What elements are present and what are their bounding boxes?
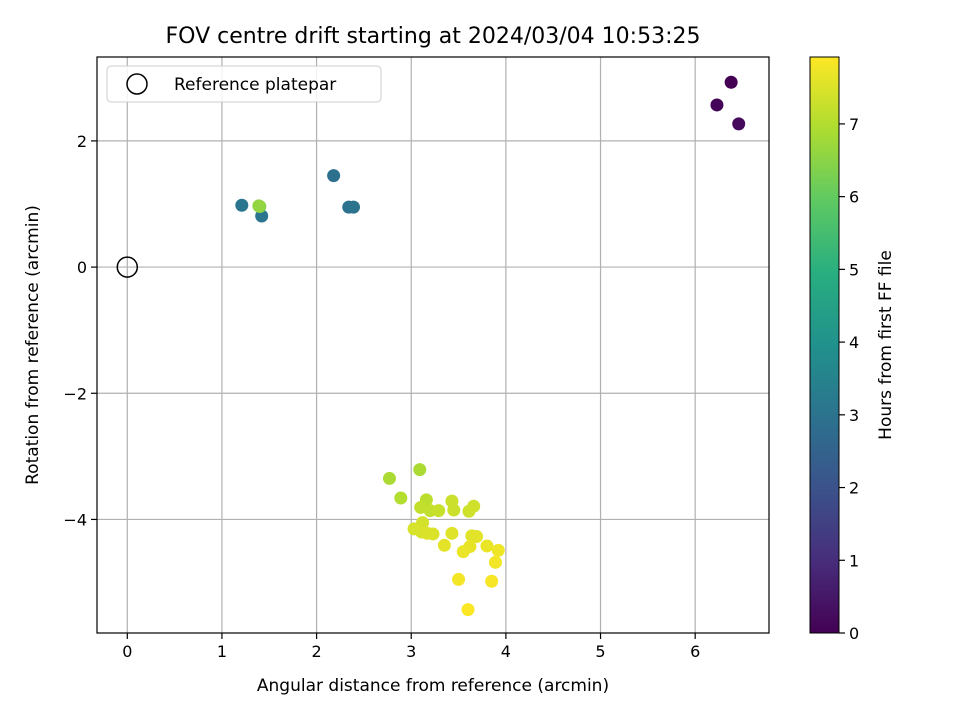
colorbar-label: Hours from first FF file — [876, 250, 896, 440]
data-point — [252, 199, 266, 213]
colorbar-tick-label: 7 — [849, 115, 859, 134]
axis-ticks: 0 1 2 3 4 5 6 −4 −2 0 2 — [63, 132, 700, 661]
y-tick-label: −4 — [63, 510, 87, 529]
data-point — [447, 503, 461, 517]
grid — [97, 57, 769, 633]
y-tick-label: −2 — [63, 384, 87, 403]
plot-frame — [96, 56, 770, 634]
colorbar-gradient — [809, 56, 840, 634]
data-point — [467, 499, 481, 513]
data-point — [488, 555, 502, 569]
legend-box — [106, 65, 382, 103]
data-point — [413, 463, 427, 477]
data-point — [724, 75, 738, 89]
y-tick-label: 2 — [77, 132, 87, 151]
data-point — [452, 572, 466, 586]
chart-title: FOV centre drift starting at 2024/03/04 … — [166, 24, 701, 49]
data-point — [732, 117, 746, 131]
data-point — [470, 529, 484, 543]
x-tick-label: 3 — [406, 642, 416, 661]
data-point — [346, 200, 360, 214]
data-point — [480, 539, 494, 553]
data-point — [327, 169, 341, 183]
legend-entry-reference: Reference platepar — [174, 75, 336, 95]
colorbar-tick-label: 6 — [849, 188, 859, 207]
data-point — [382, 471, 396, 485]
data-point — [426, 527, 440, 541]
x-axis-label: Angular distance from reference (arcmin) — [257, 676, 609, 696]
legend: Reference platepar — [106, 65, 382, 103]
colorbar-tick-label: 1 — [849, 551, 859, 570]
data-point — [456, 545, 470, 559]
data-point — [710, 98, 724, 112]
y-axis-label: Rotation from reference (arcmin) — [23, 205, 43, 485]
data-point — [432, 504, 446, 518]
data-point — [235, 198, 249, 212]
data-point — [491, 543, 505, 557]
x-tick-label: 6 — [690, 642, 700, 661]
colorbar-tick-label: 3 — [849, 406, 859, 425]
x-tick-label: 2 — [311, 642, 321, 661]
colorbar-tick-label: 5 — [849, 260, 859, 279]
colorbar-tick-label: 2 — [849, 479, 859, 498]
x-tick-label: 5 — [595, 642, 605, 661]
data-point — [485, 574, 499, 588]
legend-marker — [126, 73, 148, 95]
data-point — [461, 603, 475, 617]
colorbar-tick-label: 4 — [849, 333, 859, 352]
data-point — [445, 526, 459, 540]
colorbar-ticks: 0 1 2 3 4 5 6 7 — [839, 115, 859, 643]
data-point — [394, 491, 408, 505]
colorbar: 0 1 2 3 4 5 6 7 Hours from first FF file — [809, 56, 896, 643]
y-tick-label: 0 — [77, 258, 87, 277]
data-point — [437, 538, 451, 552]
data-points — [235, 75, 746, 617]
x-tick-label: 0 — [122, 642, 132, 661]
reference-marker — [116, 256, 139, 278]
colorbar-tick-label: 0 — [849, 624, 859, 643]
x-tick-label: 4 — [501, 642, 511, 661]
x-tick-label: 1 — [217, 642, 227, 661]
